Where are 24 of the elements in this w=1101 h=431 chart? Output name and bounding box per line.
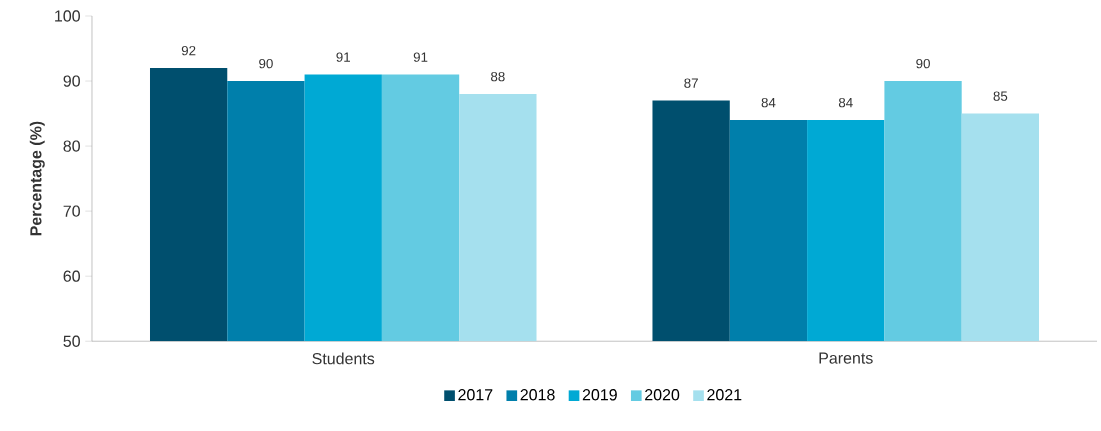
data-label: 91 bbox=[336, 52, 350, 63]
y-tick-label: 100 bbox=[55, 10, 80, 22]
data-label: 92 bbox=[181, 46, 196, 56]
legend-label: 2021 bbox=[707, 389, 742, 401]
y-tick-label: 60 bbox=[63, 270, 80, 283]
data-label: 90 bbox=[259, 59, 273, 69]
legend-label: 2018 bbox=[520, 389, 555, 401]
y-tick-label: 90 bbox=[63, 75, 80, 87]
x-tick-label: Parents bbox=[819, 352, 873, 364]
y-tick-label: 80 bbox=[63, 140, 80, 152]
data-label: 84 bbox=[761, 98, 776, 108]
y-tick-label: 50 bbox=[63, 335, 80, 348]
data-label: 90 bbox=[916, 59, 930, 69]
data-label: 87 bbox=[684, 78, 698, 89]
y-axis-title: Percentage (%) bbox=[29, 121, 45, 236]
legend-label: 2017 bbox=[458, 389, 493, 401]
data-label: 88 bbox=[491, 72, 505, 82]
legend-label: 2020 bbox=[645, 389, 680, 401]
data-label: 84 bbox=[838, 98, 853, 108]
x-tick-label: Students bbox=[312, 352, 375, 365]
data-label: 91 bbox=[413, 52, 428, 63]
legend-label: 2019 bbox=[582, 389, 617, 401]
data-label: 85 bbox=[993, 91, 1008, 102]
y-tick-label: 70 bbox=[63, 205, 80, 218]
